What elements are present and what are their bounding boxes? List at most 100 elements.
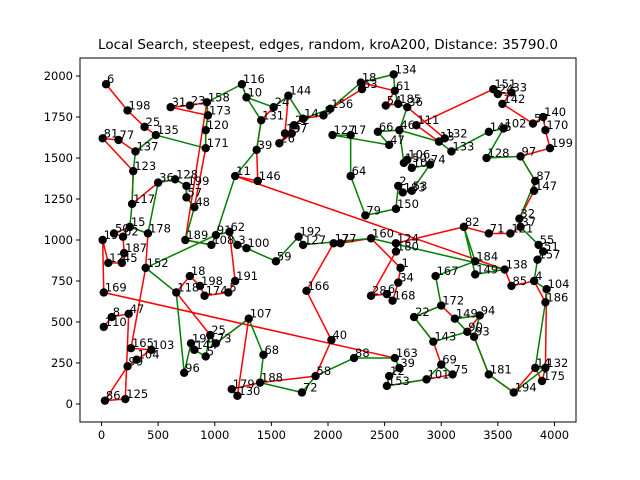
node-point [114, 135, 123, 145]
red-cycle-edge [406, 106, 446, 139]
node-point [498, 99, 507, 109]
node-label: 184 [476, 249, 498, 263]
node-point [336, 239, 345, 248]
node-point [329, 239, 338, 248]
node-label: 97 [293, 121, 308, 135]
node-label: 199 [551, 136, 573, 150]
node-label: 199 [187, 174, 209, 188]
node-label: 45 [123, 251, 138, 265]
green-cycle-edge [259, 354, 265, 383]
green-cycle-edge [413, 316, 434, 343]
node-label: 62 [124, 225, 139, 239]
node-point [166, 102, 175, 112]
node-point [271, 257, 281, 266]
node-point [298, 114, 308, 123]
node-point [255, 378, 265, 387]
node-label: 85 [512, 274, 527, 288]
node-point [531, 176, 540, 186]
y-tick-label: 2000 [44, 69, 73, 83]
node-point [280, 129, 290, 138]
node-point [538, 247, 548, 256]
red-cycle-edge [305, 290, 333, 341]
node-label: 58 [317, 364, 332, 378]
green-cycle-edge [349, 175, 367, 216]
node-label: 178 [149, 221, 171, 235]
node-point [533, 255, 542, 264]
node-label: 186 [546, 290, 568, 304]
node-point [125, 222, 135, 232]
node-point [542, 284, 551, 294]
node-label: 50 [115, 221, 130, 235]
green-cycle-edge [399, 129, 440, 143]
node-label: 127 [304, 233, 326, 247]
node-point [538, 112, 548, 122]
red-cycle-edge [463, 226, 489, 235]
node-point [298, 240, 308, 250]
node-label: 166 [307, 279, 329, 293]
node-label: 88 [355, 346, 370, 360]
node-point [545, 143, 555, 153]
node-label: 86 [106, 389, 121, 403]
node-point [202, 98, 212, 107]
node-point [211, 339, 221, 348]
red-cycle-edge [184, 102, 208, 241]
node-point [395, 125, 404, 135]
red-cycle-edge [234, 175, 505, 271]
node-point [537, 376, 547, 386]
node-point [389, 70, 398, 79]
node-label: 132 [446, 126, 468, 140]
node-point [516, 222, 525, 232]
y-tick-label: 1750 [44, 110, 73, 124]
node-label: 190 [192, 331, 214, 345]
node-point [195, 281, 205, 291]
node-point [469, 332, 479, 341]
node-point [388, 296, 397, 305]
node-label: 177 [335, 231, 357, 245]
node-point [349, 353, 359, 363]
node-label: 140 [544, 105, 566, 119]
x-tick-label: 3500 [483, 428, 512, 442]
green-cycle-edge [184, 207, 196, 241]
red-cycle-edge [228, 231, 236, 282]
node-point [201, 352, 210, 361]
node-label: 77 [120, 128, 135, 142]
red-cycle-edge [314, 339, 333, 377]
x-tick-label: 3000 [427, 428, 456, 442]
node-point [373, 127, 383, 136]
node-label: 144 [195, 338, 217, 352]
node-point [201, 125, 210, 135]
node-label: 180 [397, 239, 419, 253]
red-cycle-edge [255, 149, 259, 182]
node-point [211, 230, 221, 240]
green-cycle-edge [234, 149, 258, 177]
node-point [541, 125, 550, 135]
node-label: 142 [503, 92, 525, 106]
node-label: 110 [105, 315, 127, 329]
node-point [99, 322, 108, 332]
red-cycle-edge [170, 106, 209, 117]
node-label: 104 [138, 348, 160, 362]
node-label: 12 [109, 251, 124, 265]
node-point [493, 89, 503, 99]
node-point [516, 152, 525, 161]
green-cycle-edge [315, 357, 355, 377]
node-point [391, 204, 401, 214]
node-label: 36 [159, 171, 174, 185]
node-point [437, 301, 446, 310]
node-point [119, 248, 129, 258]
y-tick-label: 750 [51, 274, 73, 288]
node-label: 165 [132, 336, 154, 350]
node-point [124, 309, 133, 318]
node-point [463, 327, 472, 337]
red-cycle-edge [305, 242, 335, 292]
node-label: 24 [499, 82, 514, 96]
node-label: 157 [538, 248, 560, 262]
node-point [207, 240, 216, 250]
node-point [515, 214, 524, 223]
node-label: 55 [540, 233, 555, 247]
node-label: 26 [280, 131, 295, 145]
node-point [509, 388, 518, 397]
node-label: 28 [372, 284, 387, 298]
node-label: 103 [152, 338, 174, 352]
